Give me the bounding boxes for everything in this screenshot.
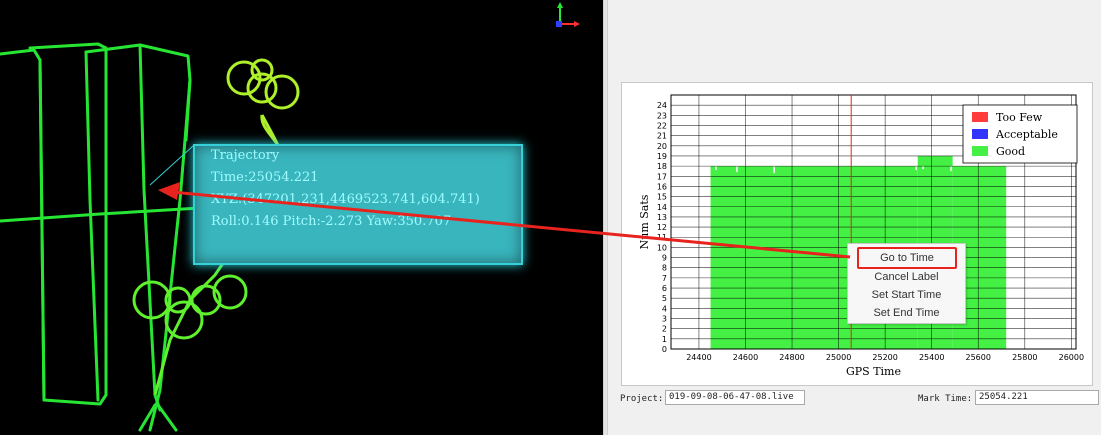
trajectory-info-label: Trajectory Time:25054.221 XYZ:(347201.23… — [193, 144, 523, 265]
trajectory-path — [0, 42, 302, 432]
y-tick-label: 17 — [657, 172, 667, 181]
y-tick-label: 10 — [657, 243, 667, 252]
y-tick-label: 15 — [657, 193, 667, 202]
menu-item-go-to-time[interactable]: Go to Time — [857, 247, 957, 269]
num-sats-chart[interactable]: 0 1 2 3 4 5 6 7 8 9 10 11 12 13 14 15 16 17 18 19 20 21 22 23 24… — [621, 82, 1093, 386]
y-tick-label: 13 — [657, 213, 667, 222]
legend-swatch — [972, 129, 988, 139]
y-tick-label: 22 — [657, 121, 667, 130]
bar-gap — [950, 166, 952, 172]
mark-time-label: Mark Time: — [918, 394, 973, 404]
y-tick-label: 4 — [662, 304, 667, 313]
y-tick-label: 6 — [662, 284, 667, 293]
legend-label: Acceptable — [995, 128, 1058, 141]
y-tick-label: 24 — [657, 101, 667, 110]
x-tick-label: 25000 — [826, 353, 851, 362]
legend-swatch — [972, 146, 988, 156]
satellite-chart-panel: 0 1 2 3 4 5 6 7 8 9 10 11 12 13 14 15 16 17 18 19 20 21 22 23 24… — [608, 0, 1101, 435]
bar-gap — [736, 166, 738, 173]
y-tick-label: 7 — [662, 274, 667, 283]
legend-swatch — [972, 112, 988, 122]
menu-item-set-end-time[interactable]: Set End Time — [873, 307, 940, 319]
y-tick-label: 21 — [657, 132, 667, 141]
legend-label: Too Few — [996, 111, 1043, 124]
y-tick-label: 3 — [662, 315, 667, 324]
project-field[interactable]: 019-09-08-06-47-08.live — [665, 390, 805, 405]
y-tick-label: 23 — [657, 111, 667, 120]
label-attitude: Roll:0.146 Pitch:-2.273 Yaw:350.707 — [211, 214, 452, 229]
mark-time-field[interactable]: 25054.221 — [975, 390, 1099, 405]
xyz-axis-gizmo-icon — [556, 2, 580, 27]
x-tick-label: 25600 — [966, 353, 991, 362]
y-tick-label: 14 — [657, 203, 667, 212]
x-tick-label: 25800 — [1012, 353, 1037, 362]
x-tick-label: 24800 — [779, 353, 804, 362]
x-tick-label: 24400 — [686, 353, 711, 362]
y-tick-label: 20 — [657, 142, 667, 151]
label-xyz: XYZ:(347201.231,4469523.741,604.741) — [211, 192, 480, 207]
y-tick-label: 2 — [662, 325, 667, 334]
x-tick-label: 26000 — [1059, 353, 1084, 362]
menu-item-set-start-time[interactable]: Set Start Time — [871, 289, 942, 301]
x-tick-label: 25400 — [919, 353, 944, 362]
y-tick-label: 1 — [662, 335, 667, 344]
y-tick-label: 8 — [662, 264, 667, 273]
project-label: Project: — [620, 394, 664, 404]
bar-gap — [922, 166, 924, 170]
y-tick-label: 11 — [657, 233, 667, 242]
y-tick-label: 0 — [662, 345, 667, 354]
label-time: Time:25054.221 — [211, 170, 319, 185]
legend-label: Good — [996, 145, 1025, 158]
y-axis-label: Num Sats — [638, 194, 651, 249]
y-tick-label: 12 — [657, 223, 667, 232]
bar-gap — [773, 166, 775, 174]
chart-context-menu: Go to Time Cancel Label Set Start Time S… — [847, 243, 966, 324]
menu-item-cancel-label[interactable]: Cancel Label — [874, 271, 939, 283]
y-tick-label: 18 — [657, 162, 667, 171]
y-tick-label: 9 — [662, 254, 667, 263]
x-tick-label: 25200 — [872, 353, 897, 362]
bar-gap — [915, 166, 917, 171]
label-title: Trajectory — [211, 148, 280, 163]
x-axis-label: GPS Time — [846, 365, 901, 378]
y-tick-label: 19 — [657, 152, 667, 161]
y-tick-label: 16 — [657, 182, 667, 191]
chart-canvas: 0123456789101112131415161718192021222324… — [638, 94, 1084, 378]
trajectory-3d-view[interactable]: Trajectory Time:25054.221 XYZ:(347201.23… — [0, 0, 603, 435]
x-tick-label: 24600 — [733, 353, 758, 362]
y-tick-label: 5 — [662, 294, 667, 303]
bar-gap — [715, 166, 717, 171]
